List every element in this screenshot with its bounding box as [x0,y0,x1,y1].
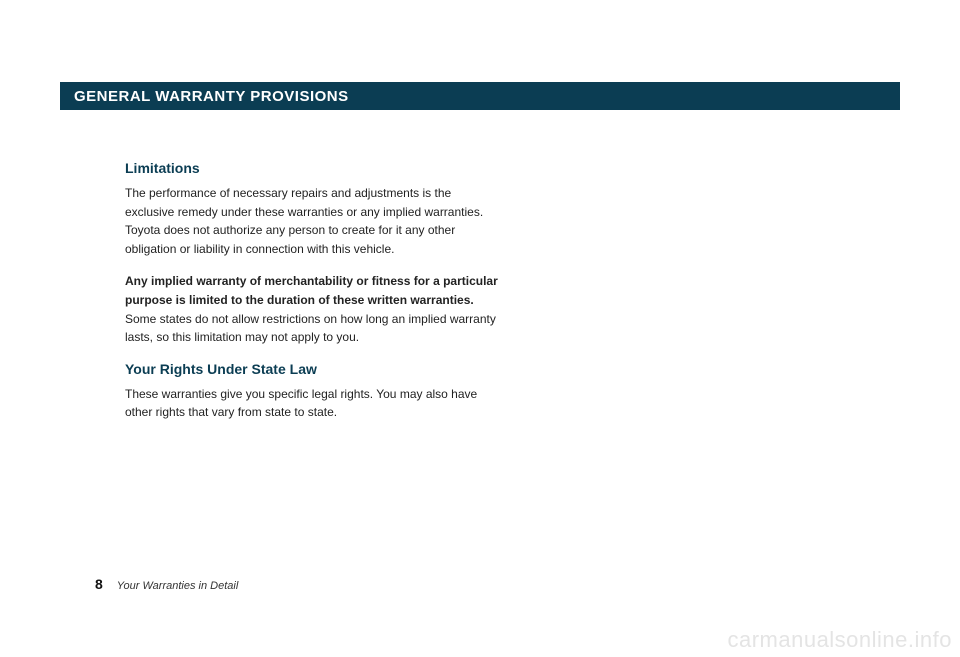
section-title-rights: Your Rights Under State Law [125,361,500,377]
section-header-bar: GENERAL WARRANTY PROVISIONS [60,82,900,110]
section-header-title: GENERAL WARRANTY PROVISIONS [74,88,349,105]
paragraph-text: These warranties give you specific legal… [125,387,477,420]
section-title-limitations: Limitations [125,160,500,176]
page: GENERAL WARRANTY PROVISIONS Limitations … [0,0,960,657]
paragraph-text: The performance of necessary repairs and… [125,186,483,256]
paragraph: Any implied warranty of merchantability … [125,272,500,346]
content-column: Limitations The performance of necessary… [125,160,500,436]
paragraph: These warranties give you specific legal… [125,385,500,422]
paragraph: The performance of necessary repairs and… [125,184,500,258]
paragraph-text: Some states do not allow restrictions on… [125,312,496,345]
paragraph-bold-lead: Any implied warranty of merchantability … [125,274,498,307]
page-number: 8 [95,576,103,592]
page-footer: 8 Your Warranties in Detail [95,576,238,592]
footer-label: Your Warranties in Detail [117,580,238,592]
watermark: carmanualsonline.info [727,627,952,653]
